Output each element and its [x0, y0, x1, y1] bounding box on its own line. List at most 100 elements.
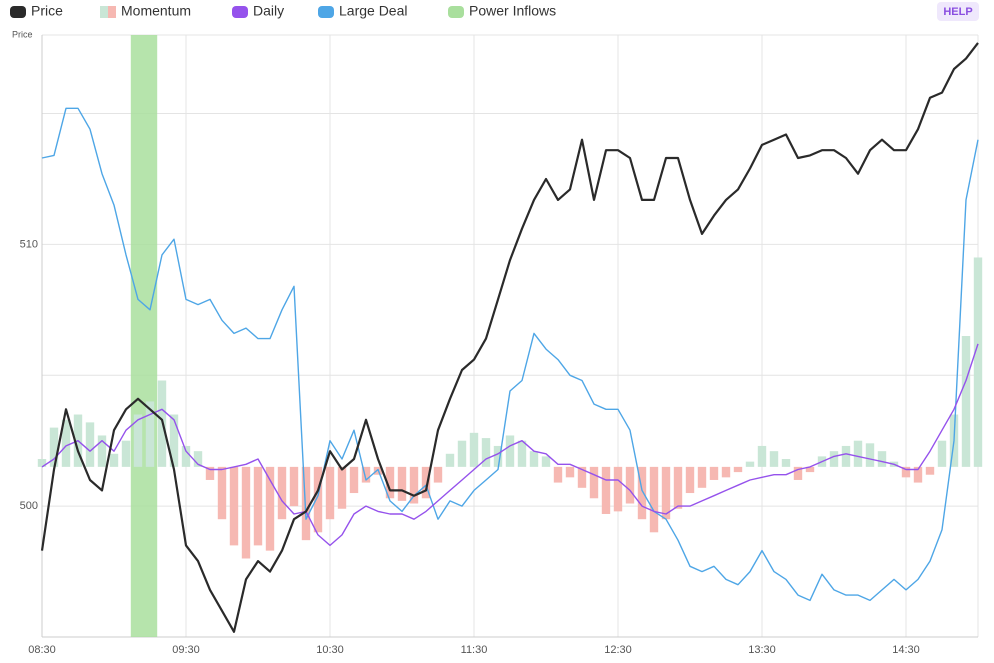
x-tick-label: 14:30 [892, 644, 920, 656]
momentum-bar [505, 435, 515, 467]
momentum-bar [973, 257, 983, 467]
momentum-bar [541, 456, 551, 467]
momentum-bar [745, 461, 755, 467]
momentum-bar [433, 466, 443, 483]
legend-swatch [448, 6, 464, 18]
series-line [41, 343, 979, 547]
momentum-bar [85, 422, 95, 467]
momentum-bar [685, 466, 695, 494]
momentum-bar [913, 466, 923, 483]
momentum-bar [49, 427, 59, 467]
momentum-bar [769, 451, 779, 467]
x-tick-label: 11:30 [461, 644, 488, 656]
momentum-bar [409, 466, 419, 504]
momentum-bar [397, 466, 407, 501]
momentum-bar [265, 466, 275, 551]
momentum-bar [61, 419, 71, 467]
momentum-bar [577, 466, 587, 488]
legend-swatch [318, 6, 334, 18]
legend-label: Large Deal [339, 3, 408, 19]
momentum-bar [589, 466, 599, 499]
y-axis-label: Price [12, 29, 33, 39]
momentum-bar [469, 432, 479, 467]
momentum-bar [193, 451, 203, 467]
momentum-bar [145, 401, 155, 467]
momentum-bar [733, 466, 743, 473]
momentum-bar [961, 336, 971, 467]
momentum-bar [229, 466, 239, 546]
momentum-bar [169, 414, 179, 467]
momentum-bar [217, 466, 227, 520]
series-line [40, 42, 979, 633]
momentum-bar [529, 451, 539, 467]
momentum-bar [937, 440, 947, 467]
momentum-bar [109, 453, 119, 467]
momentum-bar [781, 459, 791, 467]
momentum-bar [649, 466, 659, 533]
momentum-bar [925, 466, 935, 475]
momentum-bar [325, 466, 335, 520]
y-tick-label: 500 [20, 500, 38, 512]
momentum-bar [709, 466, 719, 480]
momentum-bar [313, 466, 323, 533]
momentum-bar [601, 466, 611, 514]
momentum-bar [241, 466, 251, 559]
momentum-bar [625, 466, 635, 504]
x-tick-label: 08:30 [28, 644, 56, 656]
momentum-bar [853, 440, 863, 467]
momentum-bar [673, 466, 683, 509]
x-tick-label: 09:30 [172, 644, 200, 656]
momentum-bar [445, 453, 455, 467]
momentum-bar [421, 466, 431, 499]
momentum-bar [277, 466, 287, 520]
momentum-bar [637, 466, 647, 520]
momentum-bar [841, 445, 851, 467]
momentum-bar [37, 459, 47, 467]
momentum-bar [481, 438, 491, 467]
help-button[interactable] [937, 2, 979, 21]
momentum-bar [793, 466, 803, 480]
momentum-bar [181, 445, 191, 467]
legend-label: Power Inflows [469, 3, 556, 19]
momentum-bar [613, 466, 623, 512]
legend-swatch [10, 6, 26, 18]
momentum-bar [517, 440, 527, 467]
momentum-bar [253, 466, 263, 546]
momentum-bar [457, 440, 467, 467]
y-tick-label: 510 [20, 238, 38, 250]
momentum-bar [289, 466, 299, 507]
momentum-bar [865, 443, 875, 467]
x-tick-label: 12:30 [604, 644, 632, 656]
momentum-bar [901, 466, 911, 478]
momentum-bar [553, 466, 563, 483]
momentum-bar [301, 466, 311, 541]
momentum-bar [877, 451, 887, 467]
momentum-bar [205, 466, 215, 480]
momentum-bar [121, 440, 131, 467]
legend-label: Momentum [121, 3, 191, 19]
momentum-bar [829, 451, 839, 467]
legend-swatch [100, 6, 108, 18]
legend-label: Price [31, 3, 63, 19]
power-inflow-band [130, 35, 158, 637]
momentum-bar [565, 466, 575, 478]
x-tick-label: 13:30 [748, 644, 776, 656]
momentum-bar [361, 466, 371, 483]
momentum-bar [493, 445, 503, 467]
legend-label: Daily [253, 3, 284, 19]
legend-swatch [232, 6, 248, 18]
momentum-bar [97, 435, 107, 467]
momentum-bar [697, 466, 707, 488]
help-text[interactable]: HELP [943, 6, 972, 18]
momentum-bar [661, 466, 671, 520]
momentum-bar [805, 466, 815, 473]
x-tick-label: 10:30 [316, 644, 344, 656]
momentum-bar [349, 466, 359, 494]
legend-swatch [108, 6, 116, 18]
series-line [41, 107, 979, 602]
momentum-bar [757, 445, 767, 467]
momentum-bar [337, 466, 347, 509]
momentum-bar [385, 466, 395, 499]
